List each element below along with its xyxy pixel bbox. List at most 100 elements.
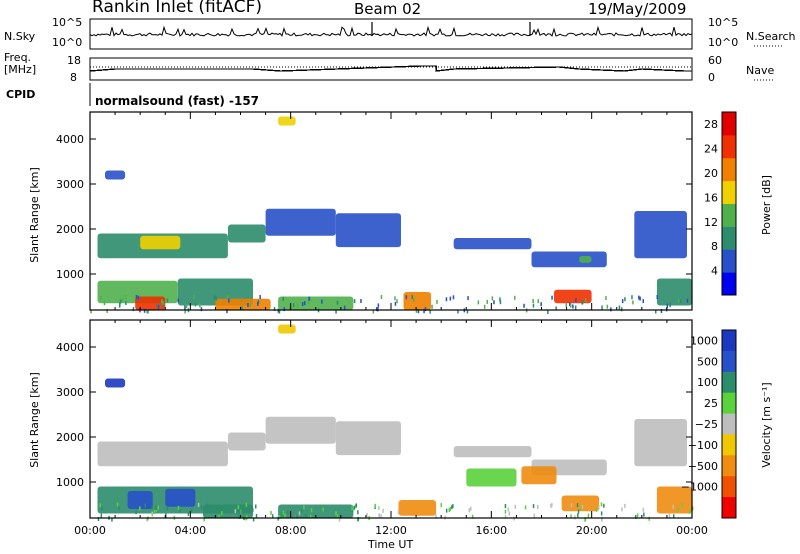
velocity-speckle <box>672 504 674 509</box>
velocity-speckle <box>111 517 113 522</box>
velocity-speckle <box>601 517 603 522</box>
velocity-speckle <box>580 506 582 511</box>
power-speckle <box>540 302 542 307</box>
power-speckle <box>477 300 480 305</box>
velocity-cell <box>202 504 254 518</box>
power-colorbar-tick: 20 <box>704 167 718 180</box>
power-speckle <box>335 309 337 314</box>
velocity-speckle <box>298 511 301 516</box>
power-speckle <box>199 303 201 308</box>
station-title: Rankin Inlet (fitACF) <box>92 0 263 17</box>
velocity-speckle <box>504 509 507 514</box>
power-speckle <box>572 304 574 309</box>
velocity-speckle <box>272 514 274 519</box>
power-colorbar-cell <box>722 112 736 136</box>
velocity-cell <box>561 495 600 512</box>
power-speckle <box>143 308 146 313</box>
velocity-speckle <box>600 502 603 507</box>
power-speckle <box>304 301 306 306</box>
velocity-speckle <box>355 503 358 508</box>
power-speckle <box>424 307 427 312</box>
power-speckle <box>551 295 553 300</box>
cpid-value: normalsound (fast) -157 <box>95 94 260 108</box>
power-speckle <box>396 299 398 304</box>
velocity-speckle <box>255 514 258 518</box>
power-colorbar-cell <box>722 272 736 296</box>
power-cell <box>335 213 401 248</box>
velocity-speckle <box>166 506 169 511</box>
velocity-speckle <box>151 511 153 516</box>
power-speckle <box>483 304 486 309</box>
nave-label: Nave <box>746 64 775 77</box>
power-cell <box>228 224 266 243</box>
velocity-speckle <box>309 514 312 519</box>
power-speckle <box>360 299 362 303</box>
xaxis-tick-label: 04:00 <box>174 524 206 537</box>
power-speckle <box>241 306 243 311</box>
power-speckle <box>452 295 455 300</box>
velocity-ytick-label: 1000 <box>56 476 84 489</box>
nsky-trace <box>89 25 693 49</box>
velocity-speckle <box>252 517 255 522</box>
velocity-colorbar-tick: 1000 <box>690 334 718 347</box>
power-speckle <box>429 309 431 314</box>
power-cell <box>265 208 336 236</box>
velocity-speckle <box>643 512 645 517</box>
velocity-speckle <box>537 504 539 509</box>
power-speckle <box>185 304 188 309</box>
xaxis-tick-label: 20:00 <box>576 524 608 537</box>
velocity-speckle <box>621 507 623 512</box>
velocity-speckle <box>504 504 507 508</box>
power-speckle <box>184 309 186 314</box>
power-speckle <box>493 300 495 305</box>
power-speckle <box>423 309 425 314</box>
power-speckle <box>156 303 158 308</box>
velocity-speckle <box>451 505 453 510</box>
power-cell <box>278 116 296 126</box>
power-speckle <box>125 301 127 305</box>
velocity-speckle <box>338 517 341 522</box>
power-speckle <box>376 307 378 312</box>
power-speckle <box>377 307 379 312</box>
date-title: 19/May/2009 <box>588 0 687 18</box>
power-speckle <box>308 300 310 304</box>
power-speckle <box>666 303 669 308</box>
velocity-speckle <box>100 513 103 518</box>
velocity-speckle <box>270 510 272 515</box>
freq-unit: [MHz] <box>4 63 37 76</box>
velocity-speckle <box>689 509 691 514</box>
nsky-label: N.Sky <box>4 30 36 43</box>
power-speckle <box>119 301 121 306</box>
power-speckle <box>639 296 641 301</box>
velocity-speckle <box>504 514 507 519</box>
velocity-colorbar-tick: 500 <box>697 355 718 368</box>
velocity-speckle <box>471 514 474 519</box>
power-speckle <box>247 303 249 307</box>
nsearch-label: N.Search <box>746 30 796 43</box>
power-cell <box>135 296 166 310</box>
velocity-colorbar-cell <box>722 330 736 352</box>
velocity-speckle <box>581 505 584 509</box>
power-speckle <box>621 307 623 312</box>
power-colorbar-tick: 4 <box>711 265 718 278</box>
velocity-speckle <box>187 511 190 516</box>
power-speckle <box>278 309 281 314</box>
velocity-speckle <box>287 510 289 515</box>
velocity-speckle <box>668 513 671 518</box>
power-speckle <box>605 296 607 301</box>
power-colorbar-cell <box>722 249 736 273</box>
velocity-speckle <box>508 511 511 516</box>
velocity-speckle <box>374 503 376 508</box>
velocity-speckle <box>200 505 203 510</box>
velocity-speckle <box>335 511 337 516</box>
velocity-cell <box>453 446 532 458</box>
velocity-speckle <box>155 506 158 510</box>
velocity-speckle <box>357 516 360 521</box>
velocity-speckle <box>357 510 359 515</box>
power-cell <box>215 298 271 311</box>
velocity-speckle <box>570 514 572 519</box>
power-speckle <box>656 295 658 299</box>
power-speckle <box>162 300 164 305</box>
power-speckle <box>161 299 163 304</box>
power-speckle <box>415 308 418 313</box>
